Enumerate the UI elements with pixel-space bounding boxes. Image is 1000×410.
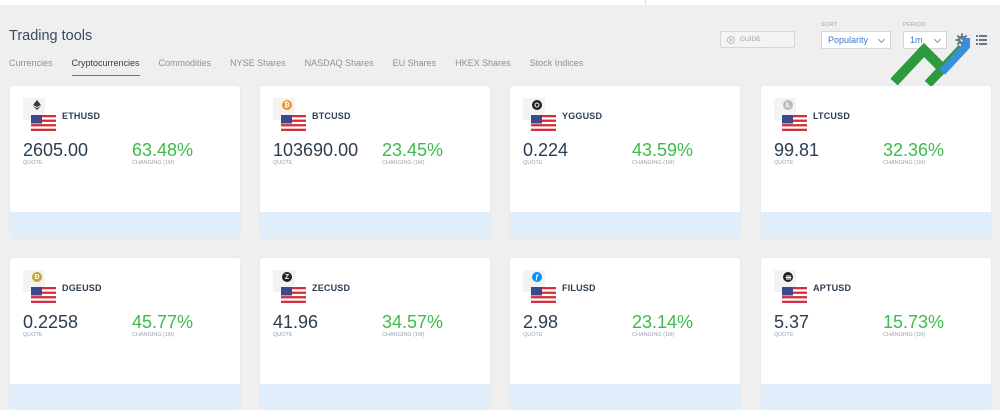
tab-hkex-shares[interactable]: HKEX Shares — [455, 58, 511, 68]
change-value: 23.45% — [382, 140, 444, 160]
card-footer — [510, 212, 740, 238]
category-tabs: Currencies Cryptocurrencies Commodities … — [9, 58, 602, 76]
tab-nyse-shares[interactable]: NYSE Shares — [230, 58, 286, 68]
change-value: 23.14% — [632, 312, 694, 332]
tab-cryptocurrencies[interactable]: Cryptocurrencies — [71, 58, 140, 76]
change-label: CHANGING (1M) — [883, 160, 926, 166]
aptos-icon — [783, 272, 793, 282]
change-value: 43.59% — [632, 140, 694, 160]
us-flag-icon — [782, 287, 807, 303]
change-label: CHANGING (1M) — [632, 332, 675, 338]
quote-label: QUOTE — [23, 160, 43, 166]
symbol-label: ZECUSD — [312, 283, 351, 293]
card-footer — [10, 212, 240, 238]
symbol-label: APTUSD — [813, 283, 852, 293]
play-icon — [727, 35, 735, 44]
change-label: CHANGING (1M) — [132, 332, 175, 338]
change-value: 63.48% — [132, 140, 194, 160]
litecoin-icon: Ł — [783, 100, 793, 110]
guide-label: GUIDE — [740, 36, 761, 43]
symbol-label: FILUSD — [562, 283, 596, 293]
quote-label: QUOTE — [523, 332, 543, 338]
card-footer — [510, 384, 740, 410]
filecoin-icon: ƒ — [532, 272, 542, 282]
change-value: 45.77% — [132, 312, 194, 332]
quote-value: 2605.00 — [23, 140, 89, 160]
us-flag-icon — [31, 115, 56, 131]
card-footer — [761, 384, 991, 410]
instrument-card[interactable]: Z ZECUSD 41.96 QUOTE 34.57% CHANGING (1M… — [260, 258, 490, 410]
quote-label: QUOTE — [774, 160, 794, 166]
quote-value: 5.37 — [774, 312, 810, 332]
quote-label: QUOTE — [774, 332, 794, 338]
change-value: 34.57% — [382, 312, 444, 332]
instrument-card[interactable]: Ł LTCUSD 99.81 QUOTE 32.36% CHANGING (1M… — [761, 86, 991, 238]
tab-commodities[interactable]: Commodities — [158, 58, 212, 68]
period-label: PERIOD — [903, 22, 926, 28]
zcash-icon: Z — [282, 272, 292, 282]
symbol-label: LTCUSD — [813, 111, 851, 121]
change-value: 32.36% — [883, 140, 945, 160]
guide-button[interactable]: GUIDE — [720, 31, 795, 48]
page-title: Trading tools — [9, 28, 93, 44]
top-strip — [0, 0, 1000, 5]
card-footer — [260, 384, 490, 410]
period-value: 1m — [910, 35, 923, 45]
tab-eu-shares[interactable]: EU Shares — [392, 58, 437, 68]
instrument-card[interactable]: Ð DGEUSD 0.2258 QUOTE 45.77% CHANGING (1… — [10, 258, 240, 410]
symbol-label: ETHUSD — [62, 111, 101, 121]
quote-label: QUOTE — [523, 160, 543, 166]
tab-currencies[interactable]: Currencies — [9, 58, 53, 68]
symbol-label: BTCUSD — [312, 111, 351, 121]
instrument-card[interactable]: APTUSD 5.37 QUOTE 15.73% CHANGING (1M) — [761, 258, 991, 410]
instrument-card[interactable]: ƒ FILUSD 2.98 QUOTE 23.14% CHANGING (1M) — [510, 258, 740, 410]
tab-nasdaq-shares[interactable]: NASDAQ Shares — [304, 58, 374, 68]
symbol-label: YGGUSD — [562, 111, 603, 121]
instrument-card[interactable]: YGGUSD 0.224 QUOTE 43.59% CHANGING (1M) — [510, 86, 740, 238]
change-label: CHANGING (1M) — [132, 160, 175, 166]
instrument-card[interactable]: ₿ BTCUSD 103690.00 QUOTE 23.45% CHANGING… — [260, 86, 490, 238]
us-flag-icon — [281, 287, 306, 303]
card-footer — [10, 384, 240, 410]
instrument-card[interactable]: ETHUSD 2605.00 QUOTE 63.48% CHANGING (1M… — [10, 86, 240, 238]
us-flag-icon — [31, 287, 56, 303]
us-flag-icon — [782, 115, 807, 131]
tab-stock-indices[interactable]: Stock Indices — [529, 58, 584, 68]
quote-value: 41.96 — [273, 312, 319, 332]
quote-value: 0.224 — [523, 140, 569, 160]
quote-label: QUOTE — [273, 332, 293, 338]
dogecoin-icon: Ð — [32, 272, 42, 282]
quote-label: QUOTE — [273, 160, 293, 166]
us-flag-icon — [531, 115, 556, 131]
change-value: 15.73% — [883, 312, 945, 332]
sort-select[interactable]: Popularity — [821, 31, 891, 49]
us-flag-icon — [531, 287, 556, 303]
quote-value: 2.98 — [523, 312, 559, 332]
card-footer — [761, 212, 991, 238]
sort-value: Popularity — [828, 35, 869, 45]
ygg-icon — [532, 100, 542, 110]
bitcoin-icon: ₿ — [282, 100, 292, 110]
symbol-label: DGEUSD — [62, 283, 102, 293]
change-label: CHANGING (1M) — [382, 160, 425, 166]
change-label: CHANGING (1M) — [883, 332, 926, 338]
us-flag-icon — [281, 115, 306, 131]
quote-value: 0.2258 — [23, 312, 79, 332]
quote-value: 103690.00 — [273, 140, 359, 160]
quote-value: 99.81 — [774, 140, 820, 160]
list-view-icon[interactable] — [976, 35, 987, 45]
quote-label: QUOTE — [23, 332, 43, 338]
card-footer — [260, 212, 490, 238]
ethereum-icon — [32, 100, 42, 110]
change-label: CHANGING (1M) — [382, 332, 425, 338]
sort-label: SORT — [821, 22, 838, 28]
change-label: CHANGING (1M) — [632, 160, 675, 166]
